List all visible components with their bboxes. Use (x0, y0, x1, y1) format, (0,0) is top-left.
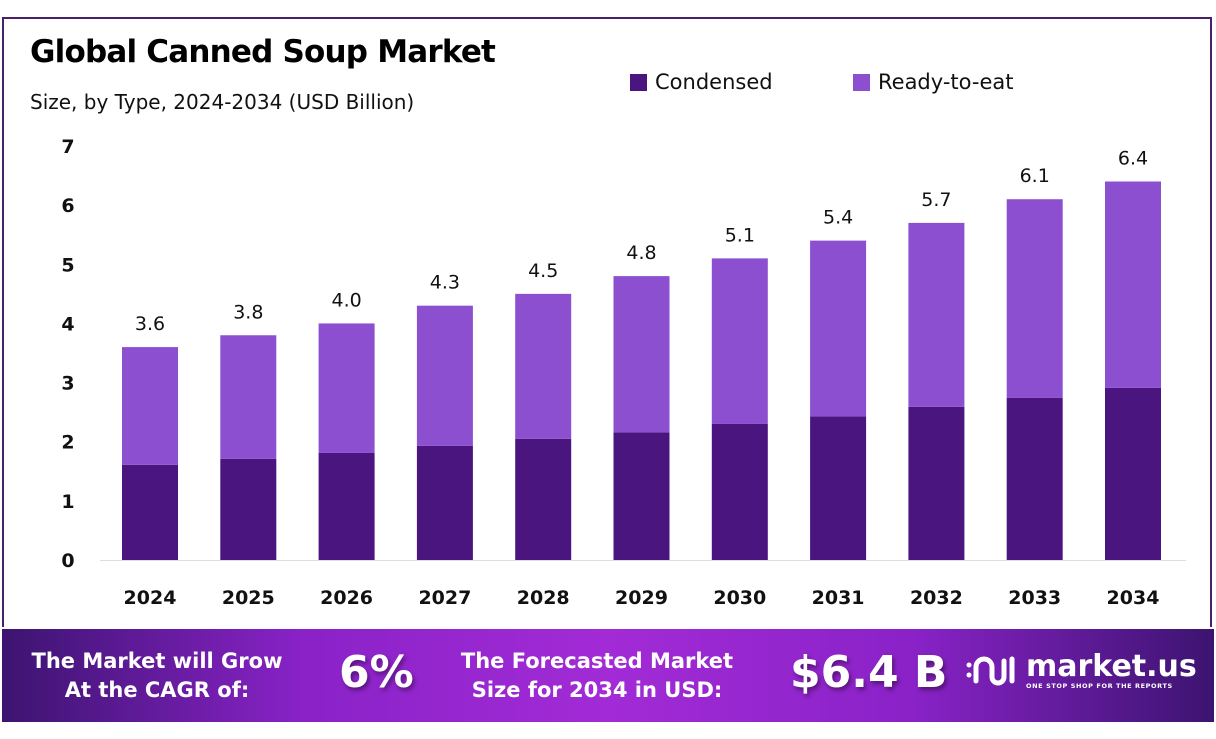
forecast-label-line2: Size for 2034 in USD: (471, 678, 723, 702)
bar-condensed-2027 (416, 445, 473, 560)
bar-ready-to-eat-2032 (908, 222, 965, 407)
data-label-total: 3.6 (135, 313, 165, 335)
cagr-value: 6% (339, 647, 414, 698)
data-label-total: 6.4 (1118, 147, 1148, 169)
forecast-label-line1: The Forecasted Market (460, 649, 734, 673)
bar-ready-to-eat-2033 (1006, 199, 1063, 398)
chart-subtitle: Size, by Type, 2024-2034 (USD Billion) (30, 90, 415, 114)
legend-item-ready-to-eat: Ready-to-eat (853, 70, 1013, 94)
cagr-label: The Market will Grow At the CAGR of: (22, 647, 292, 705)
x-tick-label: 2025 (222, 587, 275, 609)
x-tick-label: 2034 (1107, 587, 1160, 609)
bar-condensed-2026 (318, 452, 375, 560)
x-tick-label: 2028 (517, 587, 570, 609)
bar-ready-to-eat-2034 (1105, 181, 1161, 388)
data-label-total: 3.8 (233, 301, 263, 323)
y-tick-label: 1 (61, 491, 74, 513)
x-tick-label: 2033 (1008, 587, 1061, 609)
x-tick-label: 2032 (910, 587, 963, 609)
x-tick-label: 2029 (615, 587, 668, 609)
y-tick-label: 0 (61, 550, 74, 572)
y-tick-label: 4 (61, 313, 74, 335)
legend-swatch-ready-to-eat (853, 73, 870, 91)
data-label-total: 5.1 (725, 224, 755, 246)
bar-ready-to-eat-2027 (416, 305, 473, 446)
x-tick-label: 2027 (418, 587, 471, 609)
x-tick-label: 2030 (713, 587, 766, 609)
bar-ready-to-eat-2025 (220, 335, 277, 459)
y-tick-label: 6 (61, 195, 74, 217)
bar-condensed-2032 (908, 406, 965, 560)
chart-frame (2, 17, 1212, 627)
data-label-total: 4.5 (528, 260, 558, 282)
bar-condensed-2030 (711, 423, 768, 560)
x-tick-label: 2024 (124, 587, 177, 609)
data-label-total: 4.3 (430, 272, 460, 294)
bar-condensed-2024 (122, 464, 178, 560)
logo-name: market.us (1026, 649, 1197, 684)
market-us-logo: market.us ONE STOP SHOP FOR THE REPORTS (964, 651, 1197, 691)
cagr-label-line1: The Market will Grow (31, 649, 283, 673)
bar-ready-to-eat-2031 (810, 240, 867, 417)
bar-condensed-2029 (613, 432, 670, 560)
bar-ready-to-eat-2028 (515, 293, 572, 439)
bar-ready-to-eat-2029 (613, 276, 670, 433)
forecast-label: The Forecasted Market Size for 2034 in U… (442, 647, 752, 705)
bar-ready-to-eat-2030 (711, 258, 768, 424)
y-tick-label: 5 (61, 254, 74, 276)
legend-swatch-condensed (630, 73, 647, 91)
bar-condensed-2033 (1006, 397, 1063, 560)
x-tick-label: 2026 (320, 587, 373, 609)
logo-tagline: ONE STOP SHOP FOR THE REPORTS (1026, 682, 1173, 690)
forecast-value: $6.4 B (790, 647, 948, 698)
y-tick-label: 3 (61, 373, 74, 395)
data-label-total: 4.0 (331, 289, 361, 311)
legend-label-condensed: Condensed (655, 70, 773, 94)
data-label-total: 5.7 (921, 189, 951, 211)
chart-title: Global Canned Soup Market (30, 34, 496, 70)
bar-condensed-2034 (1105, 387, 1161, 560)
bar-condensed-2031 (810, 416, 867, 560)
cagr-label-line2: At the CAGR of: (64, 678, 250, 702)
data-label-total: 6.1 (1020, 165, 1050, 187)
legend-label-ready-to-eat: Ready-to-eat (878, 70, 1014, 94)
x-tick-label: 2031 (812, 587, 865, 609)
bar-condensed-2028 (515, 438, 572, 560)
bar-condensed-2025 (220, 458, 277, 560)
data-label-total: 5.4 (823, 207, 853, 229)
summary-banner: The Market will Grow At the CAGR of: 6% … (2, 629, 1214, 722)
y-tick-label: 7 (61, 136, 74, 158)
bar-ready-to-eat-2026 (318, 323, 375, 453)
y-tick-label: 2 (61, 432, 74, 454)
data-label-total: 4.8 (626, 242, 656, 264)
legend-item-condensed: Condensed (630, 70, 773, 94)
logo-mark-icon (966, 656, 1015, 686)
bar-ready-to-eat-2024 (122, 347, 178, 465)
